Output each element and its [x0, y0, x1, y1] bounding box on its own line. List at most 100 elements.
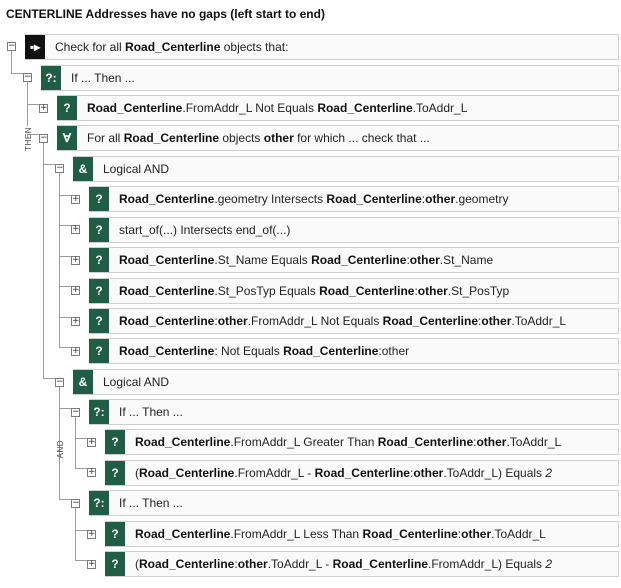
condition-icon: ? — [57, 96, 77, 120]
expression-text: objects — [219, 131, 264, 145]
rule-node-row[interactable]: ? Road_Centerline.FromAddr_L Not Equals R… — [57, 95, 619, 121]
rule-node-row[interactable]: ?: If ... Then ... — [41, 65, 619, 91]
rule-node-row[interactable]: ? (Road_Centerline:other.ToAddr_L - Road_… — [105, 551, 619, 577]
expand-toggle[interactable]: + — [87, 467, 96, 477]
rule-node-row[interactable]: ▪▸ Check for all Road_Centerline objects … — [25, 34, 619, 60]
expression-text: :other — [378, 344, 410, 358]
rule-node-row[interactable]: ? start_of(...) Intersects end_of(...) — [89, 217, 619, 243]
rule-node-row[interactable]: ? Road_Centerline.FromAddr_L Greater Than… — [105, 429, 619, 455]
expand-toggle[interactable]: + — [71, 255, 80, 265]
collapse-toggle[interactable]: − — [55, 377, 64, 387]
tree-connector — [59, 317, 71, 318]
expression-term-bold: other — [425, 192, 456, 206]
collapse-toggle[interactable]: − — [71, 407, 80, 417]
collapse-toggle[interactable]: − — [55, 163, 64, 173]
expression-term-bold: Road_Centerline — [319, 284, 415, 298]
condition-icon: ? — [89, 187, 109, 211]
node-expression: Road_Centerline.St_Name Equals Road_Cent… — [109, 253, 493, 267]
expression-text: .ToAddr_L — [506, 435, 562, 449]
expression-term-bold: Road_Centerline — [139, 466, 235, 480]
expression-text: .ToAddr_L — [412, 101, 468, 115]
collapse-toggle[interactable]: − — [71, 498, 80, 508]
logical-and-icon: & — [73, 370, 93, 394]
then-label: THEN — [24, 127, 33, 151]
expand-toggle[interactable]: + — [87, 559, 96, 569]
node-expression: Road_Centerline.FromAddr_L Not Equals Ro… — [77, 101, 467, 115]
expression-text: Check for all — [55, 40, 126, 54]
rule-node-row[interactable]: ? Road_Centerline.geometry Intersects Roa… — [89, 186, 619, 212]
tree-connector — [75, 413, 76, 468]
tree-connector — [59, 383, 60, 499]
expression-text: .St_Name Equals — [214, 253, 312, 267]
expand-toggle[interactable]: + — [87, 529, 96, 539]
expand-toggle[interactable]: + — [87, 437, 96, 447]
expression-term-bold: other — [417, 284, 448, 298]
expression-text: .geometry — [455, 192, 509, 206]
expression-text: .ToAddr_L) Equals — [443, 466, 546, 480]
expression-text: : — [409, 466, 414, 480]
expression-term-bold: Road_Centerline — [314, 466, 410, 480]
node-expression: Road_Centerline.FromAddr_L Less Than Roa… — [125, 527, 546, 541]
expression-text: : — [478, 314, 482, 328]
expand-toggle[interactable]: + — [71, 316, 80, 326]
expand-toggle[interactable]: + — [71, 224, 80, 234]
rule-node-row[interactable]: ? Road_Centerline:other.FromAddr_L Not Eq… — [89, 308, 619, 334]
rule-node-row[interactable]: ? (Road_Centerline.FromAddr_L - Road_Cent… — [105, 460, 619, 486]
expression-text: .ToAddr_L — [491, 527, 546, 541]
rule-node-row[interactable]: ?: If ... Then ... — [89, 399, 619, 425]
expand-toggle[interactable]: + — [71, 346, 80, 356]
expression-text: .FromAddr_L) Equals — [427, 557, 546, 571]
collapse-toggle[interactable]: − — [39, 133, 48, 143]
node-expression: (Road_Centerline:other.ToAddr_L - Road_C… — [125, 557, 552, 571]
node-expression: Check for all Road_Centerline objects th… — [45, 40, 288, 54]
tree-connector — [27, 78, 28, 126]
expression-text: : — [473, 435, 477, 449]
rule-node-row[interactable]: ∀ For all Road_Centerline objects other f… — [57, 125, 619, 151]
expression-term-bold: Road_Centerline — [362, 527, 458, 541]
expand-toggle[interactable]: + — [39, 103, 48, 113]
expression-text: If ... Then ... — [119, 496, 183, 510]
collapse-toggle[interactable]: − — [23, 72, 32, 82]
tree-connector — [59, 169, 60, 347]
tree-connector — [75, 468, 87, 469]
expression-text: .geometry Intersects — [214, 192, 327, 206]
tree-connector — [59, 408, 71, 409]
expression-text: If ... Then ... — [119, 405, 183, 419]
rule-node-row[interactable]: ? Road_Centerline.St_Name Equals Road_Cen… — [89, 247, 619, 273]
expand-toggle[interactable]: + — [71, 194, 80, 204]
condition-icon: ? — [89, 339, 109, 363]
expression-term-bold: other — [461, 527, 492, 541]
tree-connector — [75, 530, 87, 531]
tree-connector — [11, 47, 12, 73]
condition-icon: ? — [105, 461, 125, 485]
rule-node-row[interactable]: ? Road_Centerline.St_PosTyp Equals Road_C… — [89, 278, 619, 304]
expand-toggle[interactable]: + — [71, 285, 80, 295]
expression-text: : — [414, 284, 418, 298]
tree-connector — [11, 73, 23, 74]
collapse-toggle[interactable]: − — [7, 41, 16, 51]
expression-literal: 2 — [545, 557, 553, 571]
if-then-icon: ?: — [41, 66, 61, 90]
tree-connector — [43, 378, 55, 379]
condition-icon: ? — [89, 309, 109, 333]
node-expression: For all Road_Centerline objects other fo… — [77, 131, 430, 145]
condition-icon: ? — [89, 218, 109, 242]
rule-node-row[interactable]: ? Road_Centerline.FromAddr_L Less Than Ro… — [105, 521, 619, 547]
expression-term-bold: other — [237, 557, 268, 571]
expression-text: .FromAddr_L Not Equals — [182, 101, 318, 115]
expression-term-bold: Road_Centerline — [123, 131, 220, 145]
tree-connector — [27, 104, 39, 105]
rule-node-row[interactable]: & Logical AND — [73, 369, 619, 395]
tree-connector — [75, 560, 87, 561]
condition-icon: ? — [89, 279, 109, 303]
tree-connector — [59, 347, 71, 348]
rule-node-row[interactable]: ? Road_Centerline: Not Equals Road_Center… — [89, 338, 619, 364]
rule-node-row[interactable]: ?: If ... Then ... — [89, 490, 619, 516]
expression-text: : — [214, 314, 218, 328]
tree-connector — [59, 286, 71, 287]
expression-literal: 2 — [545, 466, 553, 480]
expression-term-bold: other — [413, 466, 444, 480]
expression-text: for which ... check that ... — [293, 131, 430, 145]
rule-node-row[interactable]: & Logical AND — [73, 156, 619, 182]
expression-text: For all — [87, 131, 124, 145]
